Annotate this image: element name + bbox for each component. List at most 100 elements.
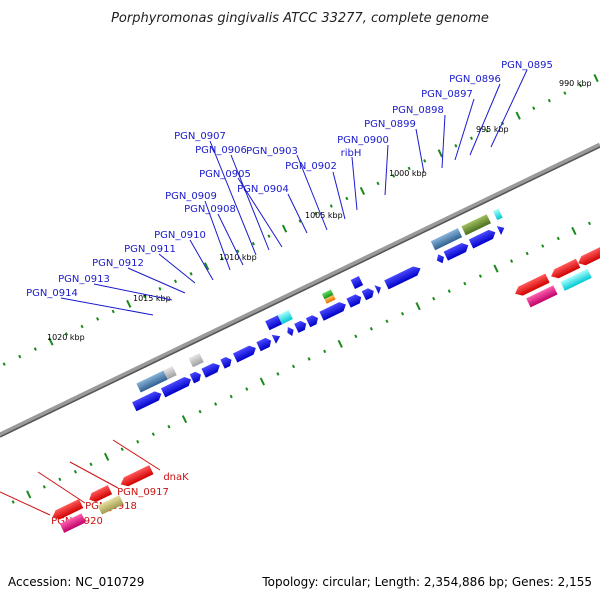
gene-arrow-reverse[interactable] xyxy=(87,485,113,504)
scale-tick xyxy=(298,219,302,223)
gene-label-pgn-0896[interactable]: PGN_0896 xyxy=(449,74,501,85)
gene-label-pgn-0900[interactable]: PGN_0900 xyxy=(337,135,389,146)
gene-arrow-reverse[interactable] xyxy=(513,273,550,299)
gene-label-pgn-0907[interactable]: PGN_0907 xyxy=(174,131,226,142)
scale-tick xyxy=(354,334,358,339)
gene-label-pgn-0902[interactable]: PGN_0902 xyxy=(285,161,337,172)
gene-arrow-forward[interactable] xyxy=(285,325,296,337)
gene-arrow-forward[interactable] xyxy=(361,286,376,301)
gene-arrow-reverse[interactable] xyxy=(549,258,581,281)
gene-box-steel[interactable] xyxy=(136,370,168,393)
scale-tick xyxy=(541,244,545,248)
gene-label-pgn-0895[interactable]: PGN_0895 xyxy=(501,60,553,71)
gene-label-pgn-0912[interactable]: PGN_0912 xyxy=(92,258,144,269)
gene-arrow-forward[interactable] xyxy=(220,355,233,369)
scale-tick xyxy=(345,196,349,201)
gene-box-forward[interactable] xyxy=(350,276,364,289)
gene-label-pgn-0914[interactable]: PGN_0914 xyxy=(26,288,78,299)
scale-tick xyxy=(111,309,115,314)
gene-label-pgn-0909[interactable]: PGN_0909 xyxy=(165,191,217,202)
gene-box-cyan[interactable] xyxy=(277,309,293,325)
scale-tick xyxy=(58,477,62,482)
scale-tick xyxy=(245,387,249,391)
gene-label-pgn-0917[interactable]: PGN_0917 xyxy=(117,487,169,498)
gene-box-green[interactable] xyxy=(321,289,334,300)
scale-tick xyxy=(220,256,224,261)
scale-tick xyxy=(593,74,599,83)
gene-label-pgn-0897[interactable]: PGN_0897 xyxy=(421,89,473,100)
scale-tick xyxy=(437,149,443,158)
map-title: Porphyromonas gingivalis ATCC 33277, com… xyxy=(111,11,489,26)
gene-box-magenta[interactable] xyxy=(59,513,86,533)
gene-box-forward[interactable] xyxy=(265,315,283,331)
scale-tick xyxy=(510,259,514,263)
gene-box-cyan[interactable] xyxy=(492,208,503,221)
gene-arrow-forward[interactable] xyxy=(189,370,203,384)
scale-tick xyxy=(259,377,266,386)
gene-box-khaki[interactable] xyxy=(97,495,124,515)
gene-arrow-forward[interactable] xyxy=(305,313,320,328)
gene-label-ribH[interactable]: ribH xyxy=(341,148,362,159)
scale-tick xyxy=(126,299,132,308)
genome-backbone xyxy=(0,142,600,438)
scale-tick xyxy=(314,211,318,216)
gene-label-pgn-0904[interactable]: PGN_0904 xyxy=(237,184,289,195)
gene-arrow-forward[interactable] xyxy=(294,319,308,333)
gene-arrow-forward[interactable] xyxy=(374,283,383,295)
gene-arrow-forward[interactable] xyxy=(443,241,471,261)
gene-arrow-forward[interactable] xyxy=(256,336,273,352)
gene-arrow-forward[interactable] xyxy=(319,300,348,321)
gene-box-steel[interactable] xyxy=(430,228,463,251)
gene-box-cyan[interactable] xyxy=(560,268,592,291)
scale-tick xyxy=(48,337,54,346)
scale-tick xyxy=(515,111,521,120)
scale-tick xyxy=(454,144,458,148)
scale-tick xyxy=(251,241,255,246)
gene-label-pgn-0899[interactable]: PGN_0899 xyxy=(364,119,416,130)
gene-arrow-forward[interactable] xyxy=(232,343,258,363)
gene-arrow-forward[interactable] xyxy=(346,293,363,308)
gene-label-pgn-0905[interactable]: PGN_0905 xyxy=(199,169,251,180)
scale-tick xyxy=(18,354,22,359)
gene-label-dnaK[interactable]: dnaK xyxy=(163,472,189,483)
gene-arrow-forward[interactable] xyxy=(271,332,283,344)
scale-tick xyxy=(42,485,46,489)
gene-arrow-forward[interactable] xyxy=(384,264,423,290)
gene-arrow-forward[interactable] xyxy=(496,223,507,235)
scale-tick xyxy=(189,271,193,276)
scale-tick xyxy=(181,415,188,424)
gene-arrow-forward[interactable] xyxy=(132,389,163,412)
gene-arrow-forward[interactable] xyxy=(160,375,193,398)
gene-label-pgn-0913[interactable]: PGN_0913 xyxy=(58,274,110,285)
scale-tick xyxy=(432,296,436,301)
kbp-marker-990: 990 kbp xyxy=(559,79,592,88)
gene-label-pgn-0906[interactable]: PGN_0906 xyxy=(195,145,247,156)
gene-arrow-reverse[interactable] xyxy=(50,499,84,522)
gene-arrow-forward[interactable] xyxy=(435,253,447,265)
gene-box-olive[interactable] xyxy=(461,214,491,236)
gene-arrow-forward[interactable] xyxy=(468,228,498,249)
gene-label-pgn-0903[interactable]: PGN_0903 xyxy=(246,146,298,157)
scale-tick xyxy=(587,221,592,226)
scale-tick xyxy=(423,159,427,163)
accession-text: Accession: NC_010729 xyxy=(8,575,144,589)
gene-label-pgn-0910[interactable]: PGN_0910 xyxy=(154,230,206,241)
gene-label-pgn-0898[interactable]: PGN_0898 xyxy=(392,105,444,116)
scale-tick xyxy=(142,294,146,299)
gene-arrow-reverse[interactable] xyxy=(576,246,600,268)
gene-box-gray[interactable] xyxy=(188,353,204,368)
gene-box-gray[interactable] xyxy=(163,366,177,380)
scale-tick xyxy=(563,91,567,95)
gene-arrow-reverse[interactable] xyxy=(119,465,154,489)
scale-tick xyxy=(556,236,560,241)
scale-tick xyxy=(214,402,218,406)
gene-label-pgn-0911[interactable]: PGN_0911 xyxy=(124,244,176,255)
gene-arrow-forward[interactable] xyxy=(201,361,222,378)
gene-label-pgn-0908[interactable]: PGN_0908 xyxy=(184,204,236,215)
gene-box-orange[interactable] xyxy=(324,294,336,304)
scale-tick xyxy=(469,136,474,141)
scale-tick xyxy=(478,274,482,278)
scale-tick xyxy=(337,339,343,348)
kbp-marker-995: 995 kbp xyxy=(476,125,509,134)
gene-box-magenta[interactable] xyxy=(526,285,558,308)
